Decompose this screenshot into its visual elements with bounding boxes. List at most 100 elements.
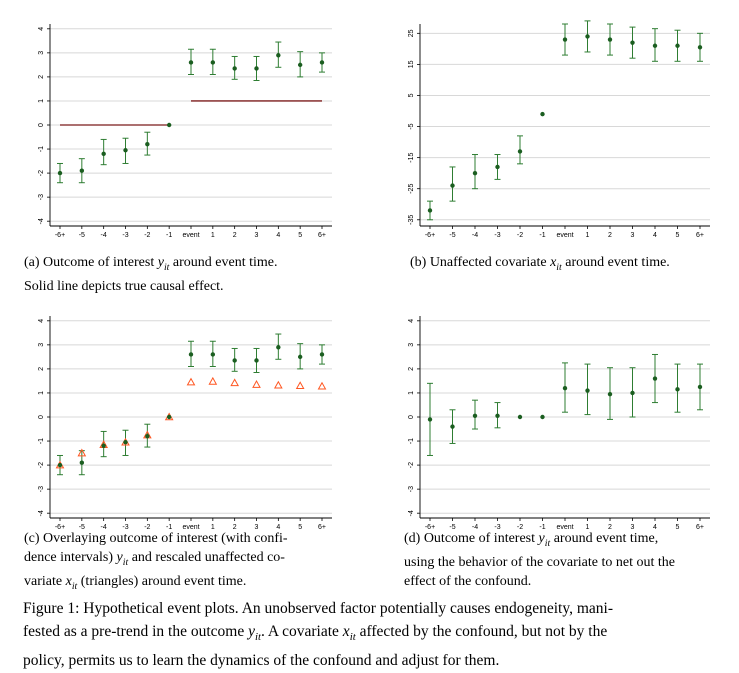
- x-tick-label-b: -3: [494, 232, 500, 239]
- x-tick-label-c: 2: [233, 524, 237, 531]
- y-tick-label-c: 2: [38, 367, 45, 371]
- y-tick-label-c: 4: [38, 319, 45, 323]
- data-point: [585, 388, 590, 393]
- x-tick-label-a: -2: [144, 232, 150, 239]
- rescaled-covariate-triangle: [273, 380, 283, 389]
- x-tick-label-c: -1: [166, 524, 172, 531]
- y-tick-label-a: 2: [38, 75, 45, 79]
- data-point: [166, 414, 172, 420]
- caption-a: (a) Outcome of interest yit around event…: [24, 253, 354, 296]
- x-tick-label-a: 6+: [318, 232, 326, 239]
- data-point: [210, 352, 216, 357]
- caption-b: (b) Unaffected covariate xit around even…: [410, 253, 730, 277]
- data-point: [319, 60, 325, 65]
- caption-d-line1-pre: (d) Outcome of interest: [404, 531, 539, 546]
- y-tick-label-d: -3: [408, 486, 415, 492]
- y-tick-label-a: -4: [38, 218, 45, 224]
- y-tick-label-c: -4: [38, 510, 45, 516]
- x-tick-label-c: 5: [298, 524, 302, 531]
- caption-b-sub: it: [556, 261, 562, 273]
- x-tick-label-b: -4: [472, 232, 478, 239]
- caption-c-sub: it: [122, 556, 129, 568]
- data-point: [585, 34, 590, 39]
- data-point: [57, 462, 63, 468]
- x-tick-label-a: 2: [233, 232, 237, 239]
- y-tick-label-d: -1: [408, 438, 415, 444]
- x-tick-label-b: 4: [653, 232, 657, 239]
- x-tick-label-c: -4: [101, 524, 107, 531]
- caption-d: (d) Outcome of interest yit around event…: [404, 529, 724, 591]
- data-point: [166, 122, 172, 128]
- caption-a-var: y: [157, 255, 164, 270]
- y-tick-label-b: -15: [408, 152, 415, 162]
- chart-panel-b: -35 -25 -15 -5 5 15 25 -6+ -5 -4 -3 -2 -1 event 1 2 3 4 5 6…: [408, 20, 710, 239]
- caption-d-line3: effect of the confound.: [404, 573, 532, 589]
- data-point: [450, 183, 455, 188]
- data-point: [517, 149, 523, 154]
- caption-c-line3-post: (triangles) around event time.: [77, 573, 247, 589]
- data-point: [57, 170, 63, 176]
- rescaled-covariate-triangle: [295, 381, 305, 390]
- y-tick-label-a: -1: [38, 146, 45, 152]
- y-tick-label-d: -2: [408, 462, 415, 468]
- y-tick-label-c: 3: [38, 343, 45, 347]
- caption-d-sub: it: [544, 537, 551, 549]
- data-point: [495, 413, 500, 418]
- y-tick-label-c: -1: [38, 438, 45, 444]
- x-tick-label-a: -4: [101, 232, 107, 239]
- data-point: [540, 111, 545, 117]
- data-point: [607, 391, 613, 397]
- y-tick-label-a: -3: [38, 194, 45, 200]
- x-tick-label-b: 1: [586, 232, 590, 239]
- x-tick-label-d: event: [556, 524, 573, 531]
- x-tick-label-b: event: [556, 232, 573, 239]
- x-tick-label-a: 3: [255, 232, 259, 239]
- y-tick-label-b: 15: [408, 60, 415, 68]
- data-point: [652, 43, 658, 48]
- x-tick-label-d: 5: [676, 524, 680, 531]
- x-tick-label-b: 6+: [696, 232, 704, 239]
- y-tick-label-c: 0: [38, 415, 45, 419]
- x-tick-label-d: 3: [631, 524, 635, 531]
- caption-b-var: x: [550, 255, 557, 270]
- data-point: [319, 352, 325, 357]
- data-point: [297, 354, 303, 360]
- x-tick-label-a: -6+: [55, 232, 65, 239]
- x-tick-label-a: -3: [122, 232, 128, 239]
- x-tick-label-b: -6+: [425, 232, 435, 239]
- x-tick-label-c: -3: [122, 524, 128, 531]
- figure-caption-sub: it: [254, 631, 262, 644]
- caption-b-pre: (b) Unaffected covariate: [410, 255, 551, 270]
- y-tick-label-a: -2: [38, 170, 45, 176]
- data-point: [697, 45, 703, 50]
- y-tick-label-c: -3: [38, 486, 45, 492]
- caption-c-line2-post: and rescaled unaffected co-: [128, 550, 285, 565]
- caption-c-sub2: it: [71, 580, 78, 592]
- data-point: [123, 148, 128, 153]
- x-tick-label-b: 3: [631, 232, 635, 239]
- y-tick-label-a: 1: [38, 99, 45, 103]
- x-tick-label-c: 1: [211, 524, 215, 531]
- x-tick-label-a: 5: [298, 232, 302, 239]
- rescaled-covariate-triangle: [186, 377, 196, 386]
- caption-d-line1-post: around event time,: [550, 531, 659, 546]
- data-point: [472, 170, 478, 176]
- data-point: [210, 60, 216, 65]
- data-point: [630, 40, 635, 45]
- caption-a-sub: it: [163, 261, 170, 273]
- y-tick-label-c: -2: [38, 462, 45, 468]
- data-point: [145, 142, 150, 147]
- y-tick-label-d: 0: [408, 415, 415, 419]
- data-point: [427, 417, 433, 422]
- figure-caption-line3: policy, permits us to learn the dynamics…: [23, 652, 500, 670]
- caption-a-post: around event time.: [169, 255, 278, 270]
- y-tick-label-a: 0: [38, 123, 45, 127]
- data-point: [675, 43, 680, 48]
- x-tick-label-c: 3: [255, 524, 259, 531]
- data-point: [297, 62, 303, 68]
- x-tick-label-d: 6+: [696, 524, 704, 531]
- y-tick-label-a: 3: [38, 51, 45, 55]
- caption-c-line3-pre: variate: [24, 573, 66, 589]
- figure-caption: Figure 1: Hypothetical event plots. An u…: [23, 597, 718, 672]
- y-tick-label-b: -5: [408, 123, 415, 129]
